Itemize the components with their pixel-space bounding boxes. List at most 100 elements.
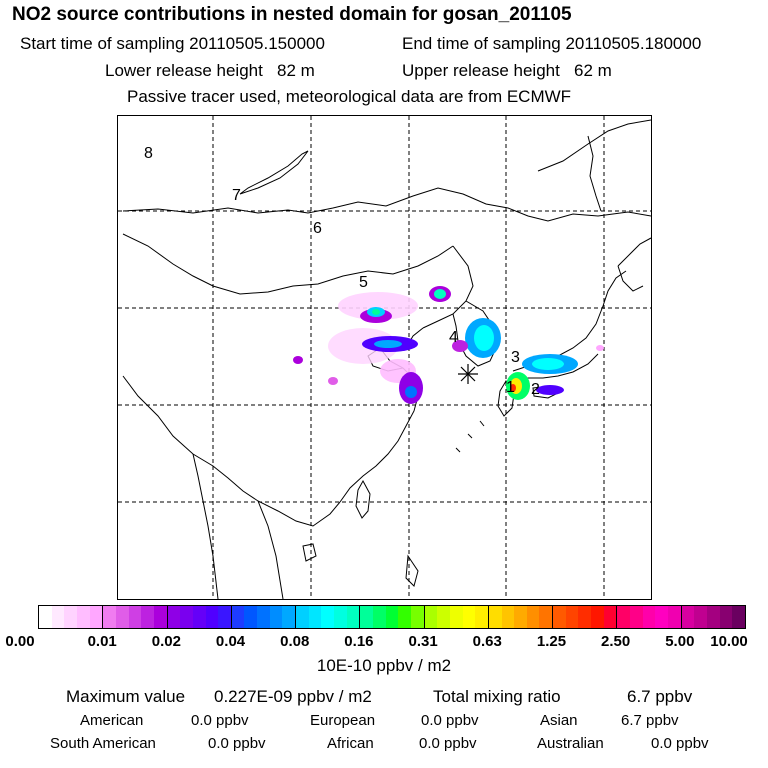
- colorbar-swatch: [449, 606, 463, 628]
- colorbar-swatch: [642, 606, 656, 628]
- colorbar-swatch: [539, 606, 553, 628]
- receptor-asterisk-icon: [458, 364, 478, 384]
- day-label-5: 5: [359, 274, 368, 291]
- colorbar-swatch: [578, 606, 592, 628]
- colorbar-segment: [296, 606, 361, 628]
- colorbar-swatch: [694, 606, 707, 628]
- colorbar-swatch: [180, 606, 193, 628]
- start-time-label: Start time of sampling 20110505.150000: [20, 34, 325, 53]
- colorbar-swatch: [526, 606, 540, 628]
- day-label-7: 7: [232, 187, 241, 204]
- colorbar-swatch: [655, 606, 669, 628]
- colorbar-swatch: [668, 606, 681, 628]
- colorbar-segment: [167, 606, 232, 628]
- colorbar-swatch: [282, 606, 296, 628]
- concentration-field: [293, 286, 604, 404]
- region-south-american-value: 0.0 ppbv: [208, 735, 266, 752]
- total-mixing-label: Total mixing ratio: [433, 687, 561, 706]
- colorbar-swatch: [296, 606, 309, 628]
- colorbar-swatch: [205, 606, 219, 628]
- end-time-label: End time of sampling 20110505.180000: [402, 34, 702, 53]
- colorbar-swatch: [565, 606, 579, 628]
- colorbar-swatch: [244, 606, 258, 628]
- max-value-label: Maximum value: [66, 687, 186, 706]
- colorbar-segment: [39, 606, 104, 628]
- day-label-2: 2: [531, 381, 540, 398]
- colorbar-swatch: [514, 606, 527, 628]
- colorbar-tick-label: 0.00: [5, 633, 35, 650]
- colorbar-segment: [617, 606, 682, 628]
- region-australian-label: Australian: [537, 735, 604, 752]
- region-south-american-label: South American: [50, 735, 156, 752]
- colorbar-units: 10E-10 ppbv / m2: [316, 656, 452, 675]
- colorbar-tick-label: 2.50: [601, 633, 631, 650]
- max-value: 0.227E-09 ppbv / m2: [214, 687, 372, 706]
- colorbar-swatch: [334, 606, 347, 628]
- colorbar-swatch: [192, 606, 206, 628]
- colorbar-swatch: [103, 606, 116, 628]
- colorbar-swatch: [706, 606, 720, 628]
- day-label-8: 8: [144, 145, 153, 162]
- region-australian-value: 0.0 ppbv: [651, 735, 709, 752]
- colorbar-segment: [553, 606, 618, 628]
- colorbar-tick-label: 10.00: [710, 633, 748, 650]
- colorbar-swatch: [346, 606, 360, 628]
- colorbar: [38, 605, 746, 629]
- colorbar-swatch: [128, 606, 142, 628]
- region-european-label: European: [310, 712, 376, 729]
- colorbar-tick-label: 0.02: [151, 633, 181, 650]
- lower-release-height: Lower release height 82 m: [105, 61, 315, 80]
- colorbar-segment: [103, 606, 168, 628]
- colorbar-tick-label: 0.16: [344, 633, 374, 650]
- day-label-6: 6: [313, 220, 322, 237]
- region-european-value: 0.0 ppbv: [421, 712, 479, 729]
- colorbar-tick-label: 0.31: [408, 633, 438, 650]
- colorbar-swatch: [475, 606, 488, 628]
- colorbar-swatch: [141, 606, 154, 628]
- colorbar-swatch: [553, 606, 566, 628]
- colorbar-swatch: [115, 606, 129, 628]
- colorbar-tick-label: 5.00: [665, 633, 695, 650]
- colorbar-tick-label: 1.25: [536, 633, 567, 650]
- colorbar-swatch: [321, 606, 335, 628]
- region-african-label: African: [327, 735, 374, 752]
- region-asian-value: 6.7 ppbv: [621, 712, 679, 729]
- colorbar-tick-label: 0.08: [280, 633, 310, 650]
- colorbar-swatch: [51, 606, 65, 628]
- colorbar-swatch: [153, 606, 167, 628]
- colorbar-swatch: [437, 606, 450, 628]
- map-canvas: 8 7 6 5 4 3 2 1: [118, 116, 651, 599]
- colorbar-swatch: [372, 606, 386, 628]
- colorbar-swatch: [167, 606, 181, 628]
- colorbar-swatch: [719, 606, 733, 628]
- colorbar-swatch: [617, 606, 631, 628]
- graticule: [118, 116, 651, 599]
- colorbar-swatch: [39, 606, 52, 628]
- day-label-3: 3: [511, 349, 520, 366]
- region-american-value: 0.0 ppbv: [191, 712, 249, 729]
- colorbar-segment: [360, 606, 425, 628]
- colorbar-segment: [488, 606, 554, 628]
- day-label-4: 4: [449, 329, 458, 346]
- colorbar-swatch: [603, 606, 617, 628]
- day-label-1: 1: [506, 379, 515, 396]
- total-mixing-value: 6.7 ppbv: [627, 687, 693, 706]
- region-american-label: American: [80, 712, 144, 729]
- day-labels: 8 7 6 5 4 3 2 1: [144, 145, 540, 398]
- colorbar-swatch: [218, 606, 231, 628]
- upper-release-height: Upper release height 62 m: [402, 61, 612, 80]
- colorbar-segment: [231, 606, 297, 628]
- region-african-value: 0.0 ppbv: [419, 735, 477, 752]
- colorbar-swatch: [308, 606, 322, 628]
- colorbar-swatch: [398, 606, 411, 628]
- colorbar-swatch: [681, 606, 695, 628]
- colorbar-tick-label: 0.63: [472, 633, 502, 650]
- colorbar-segment: [681, 606, 745, 628]
- colorbar-swatch: [269, 606, 283, 628]
- colorbar-swatch: [385, 606, 399, 628]
- colorbar-swatch: [501, 606, 515, 628]
- colorbar-swatch: [424, 606, 438, 628]
- plot-title: NO2 source contributions in nested domai…: [12, 4, 572, 25]
- colorbar-swatch: [231, 606, 245, 628]
- colorbar-swatch: [410, 606, 424, 628]
